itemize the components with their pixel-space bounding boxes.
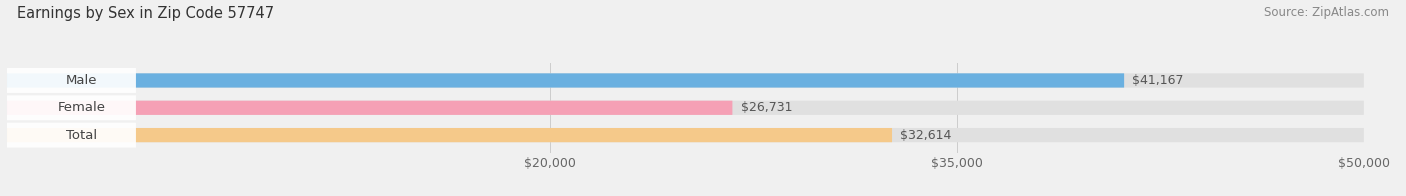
Text: Source: ZipAtlas.com: Source: ZipAtlas.com [1264, 6, 1389, 19]
Text: Total: Total [66, 129, 97, 142]
Text: $32,614: $32,614 [900, 129, 952, 142]
FancyBboxPatch shape [7, 73, 1364, 88]
FancyBboxPatch shape [7, 68, 136, 93]
FancyBboxPatch shape [7, 123, 136, 148]
Text: $41,167: $41,167 [1132, 74, 1184, 87]
Text: Male: Male [66, 74, 97, 87]
FancyBboxPatch shape [7, 101, 733, 115]
Text: Earnings by Sex in Zip Code 57747: Earnings by Sex in Zip Code 57747 [17, 6, 274, 21]
FancyBboxPatch shape [7, 101, 1364, 115]
FancyBboxPatch shape [7, 73, 1125, 88]
FancyBboxPatch shape [7, 95, 136, 120]
FancyBboxPatch shape [7, 128, 891, 142]
Text: $26,731: $26,731 [741, 101, 792, 114]
Text: Female: Female [58, 101, 105, 114]
FancyBboxPatch shape [7, 128, 1364, 142]
